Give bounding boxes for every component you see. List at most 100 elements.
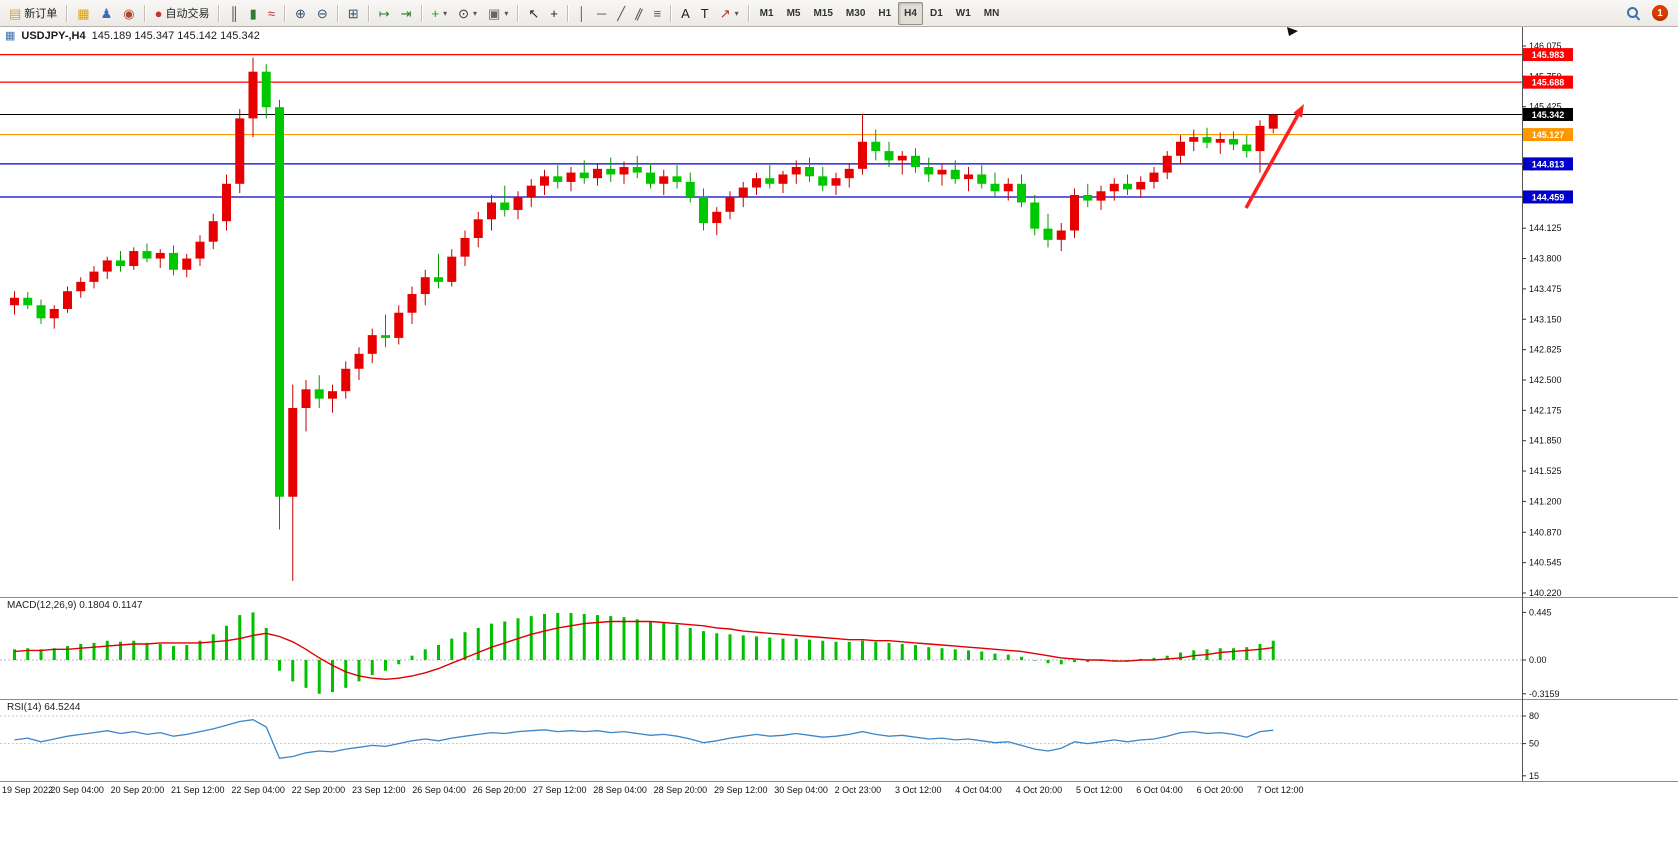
text-button[interactable]: A bbox=[676, 2, 695, 25]
vertical-line-icon: │ bbox=[577, 5, 586, 21]
toolbar-separator bbox=[517, 4, 520, 22]
channel-button[interactable]: ∥ bbox=[631, 2, 648, 25]
fibonacci-button[interactable]: ≡ bbox=[649, 2, 667, 25]
cursor-button[interactable]: ↖ bbox=[523, 2, 544, 25]
trend-arrow-annotation[interactable] bbox=[1244, 114, 1300, 209]
line-chart-button[interactable]: ≈ bbox=[263, 2, 280, 25]
macd-histogram-bar bbox=[953, 649, 957, 660]
macd-histogram-bar bbox=[105, 640, 109, 660]
candle-body bbox=[487, 202, 496, 220]
auto-trading-button[interactable]: ● 自动交易 bbox=[150, 2, 215, 25]
candle-body bbox=[566, 172, 576, 182]
crosshair-icon: + bbox=[550, 5, 558, 21]
candle-body bbox=[1229, 138, 1238, 145]
timeframe-h4-button[interactable]: H4 bbox=[898, 1, 923, 25]
text-label-button[interactable]: T bbox=[696, 2, 714, 25]
candle-chart-icon: ▮ bbox=[249, 5, 257, 21]
data-window-button[interactable]: ♟ bbox=[96, 2, 118, 25]
macd-histogram-bar bbox=[264, 627, 268, 660]
timeframe-m30-button[interactable]: M30 bbox=[845, 7, 866, 19]
time-axis-label: 4 Oct 04:00 bbox=[955, 785, 1002, 795]
candle-body bbox=[950, 169, 960, 180]
new-order-button[interactable]: ▤ 新订单 bbox=[4, 2, 62, 25]
candle-body bbox=[553, 176, 563, 182]
timeframe-d1-button[interactable]: D1 bbox=[929, 7, 943, 19]
macd-histogram-bar bbox=[688, 627, 692, 660]
bar-chart-icon: ║ bbox=[229, 5, 239, 21]
templates-button[interactable]: ▣ ▾ bbox=[483, 2, 513, 25]
rsi-axis-label: 80 bbox=[1529, 711, 1539, 721]
timeframe-m5-button[interactable]: M5 bbox=[786, 7, 801, 19]
candle-body bbox=[1255, 125, 1265, 152]
macd-histogram-bar bbox=[238, 615, 242, 660]
zoom-out-button[interactable]: ⊖ bbox=[312, 2, 333, 25]
current-price-box-label: 145.342 bbox=[1532, 110, 1565, 120]
macd-histogram-bar bbox=[437, 645, 440, 660]
timeframe-m1-button[interactable]: M1 bbox=[759, 7, 774, 19]
candle-body bbox=[354, 353, 364, 369]
macd-histogram-bar bbox=[251, 612, 255, 660]
search-button[interactable] bbox=[1621, 2, 1646, 25]
vertical-line-button[interactable]: │ bbox=[573, 2, 591, 25]
crosshair-button[interactable]: + bbox=[545, 2, 563, 25]
candle-chart-button[interactable]: ▮ bbox=[245, 2, 262, 25]
time-axis-label: 2 Oct 23:00 bbox=[835, 785, 882, 795]
macd-histogram-bar bbox=[119, 641, 122, 660]
timeframe-m15-button[interactable]: M15 bbox=[813, 7, 833, 19]
macd-histogram-bar bbox=[649, 621, 652, 660]
candle-body bbox=[23, 297, 33, 306]
macd-histogram-bar bbox=[993, 653, 997, 660]
periods-button[interactable]: ⊙ ▾ bbox=[453, 2, 482, 25]
macd-histogram-bar bbox=[967, 650, 970, 660]
macd-histogram-bar bbox=[503, 621, 507, 660]
indicators-button[interactable]: + ▾ bbox=[427, 2, 453, 25]
hline-price-box-label: 144.813 bbox=[1532, 159, 1565, 169]
tile-windows-button[interactable]: ⊞ bbox=[343, 2, 364, 25]
horizontal-line-button[interactable]: ─ bbox=[592, 2, 611, 25]
timeframe-w1-button[interactable]: W1 bbox=[955, 7, 971, 19]
market-watch-icon: ▦ bbox=[77, 5, 90, 21]
arrows-button[interactable]: ↗ ▾ bbox=[715, 2, 744, 25]
rsi-axis-label: 15 bbox=[1529, 771, 1539, 781]
data-window-icon: ♟ bbox=[100, 5, 113, 21]
candle-body bbox=[142, 251, 152, 259]
zoom-in-button[interactable]: ⊕ bbox=[290, 2, 311, 25]
price-axis-label: 143.800 bbox=[1529, 254, 1562, 264]
candle-body bbox=[579, 172, 589, 179]
arrow-marker-object[interactable] bbox=[1287, 27, 1298, 36]
hline-price-box-label: 145.127 bbox=[1532, 130, 1565, 140]
macd-histogram-bar bbox=[821, 640, 825, 660]
chart-shift-button[interactable]: ⇥ bbox=[396, 2, 417, 25]
macd-histogram-bar bbox=[569, 612, 573, 660]
trendline-button[interactable]: ╱ bbox=[612, 2, 630, 25]
candle-body bbox=[844, 168, 854, 179]
timeframe-h1-button[interactable]: H1 bbox=[878, 7, 892, 19]
macd-histogram-bar bbox=[1086, 660, 1090, 663]
notification-badge[interactable]: 1 bbox=[1652, 5, 1668, 21]
time-axis-label: 6 Oct 04:00 bbox=[1136, 785, 1183, 795]
candle-body bbox=[778, 174, 788, 184]
candle-body bbox=[182, 258, 192, 270]
macd-histogram-bar bbox=[927, 647, 931, 660]
macd-histogram-bar bbox=[52, 648, 56, 660]
time-axis-label: 3 Oct 12:00 bbox=[895, 785, 942, 795]
macd-histogram-bar bbox=[1165, 655, 1169, 660]
macd-histogram-bar bbox=[755, 636, 758, 660]
candle-body bbox=[831, 178, 841, 186]
candle-body bbox=[49, 308, 59, 319]
auto-scroll-button[interactable]: ↦ bbox=[374, 2, 395, 25]
price-axis-label: 142.500 bbox=[1529, 375, 1562, 385]
market-watch-button[interactable]: ▦ bbox=[72, 2, 94, 25]
macd-histogram-bar bbox=[331, 660, 334, 693]
bar-chart-button[interactable]: ║ bbox=[224, 2, 243, 25]
macd-histogram-bar bbox=[92, 642, 96, 660]
candle-body bbox=[195, 241, 205, 259]
hline-price-box-label: 145.983 bbox=[1532, 50, 1565, 60]
macd-axis-label: -0.3159 bbox=[1529, 689, 1560, 699]
navigator-button[interactable]: ◉ bbox=[118, 2, 139, 25]
candle-body bbox=[1096, 191, 1106, 201]
candle-body bbox=[1176, 141, 1185, 156]
timeframe-mn-button[interactable]: MN bbox=[983, 7, 1000, 19]
trend-arrow-head[interactable] bbox=[1293, 104, 1304, 118]
